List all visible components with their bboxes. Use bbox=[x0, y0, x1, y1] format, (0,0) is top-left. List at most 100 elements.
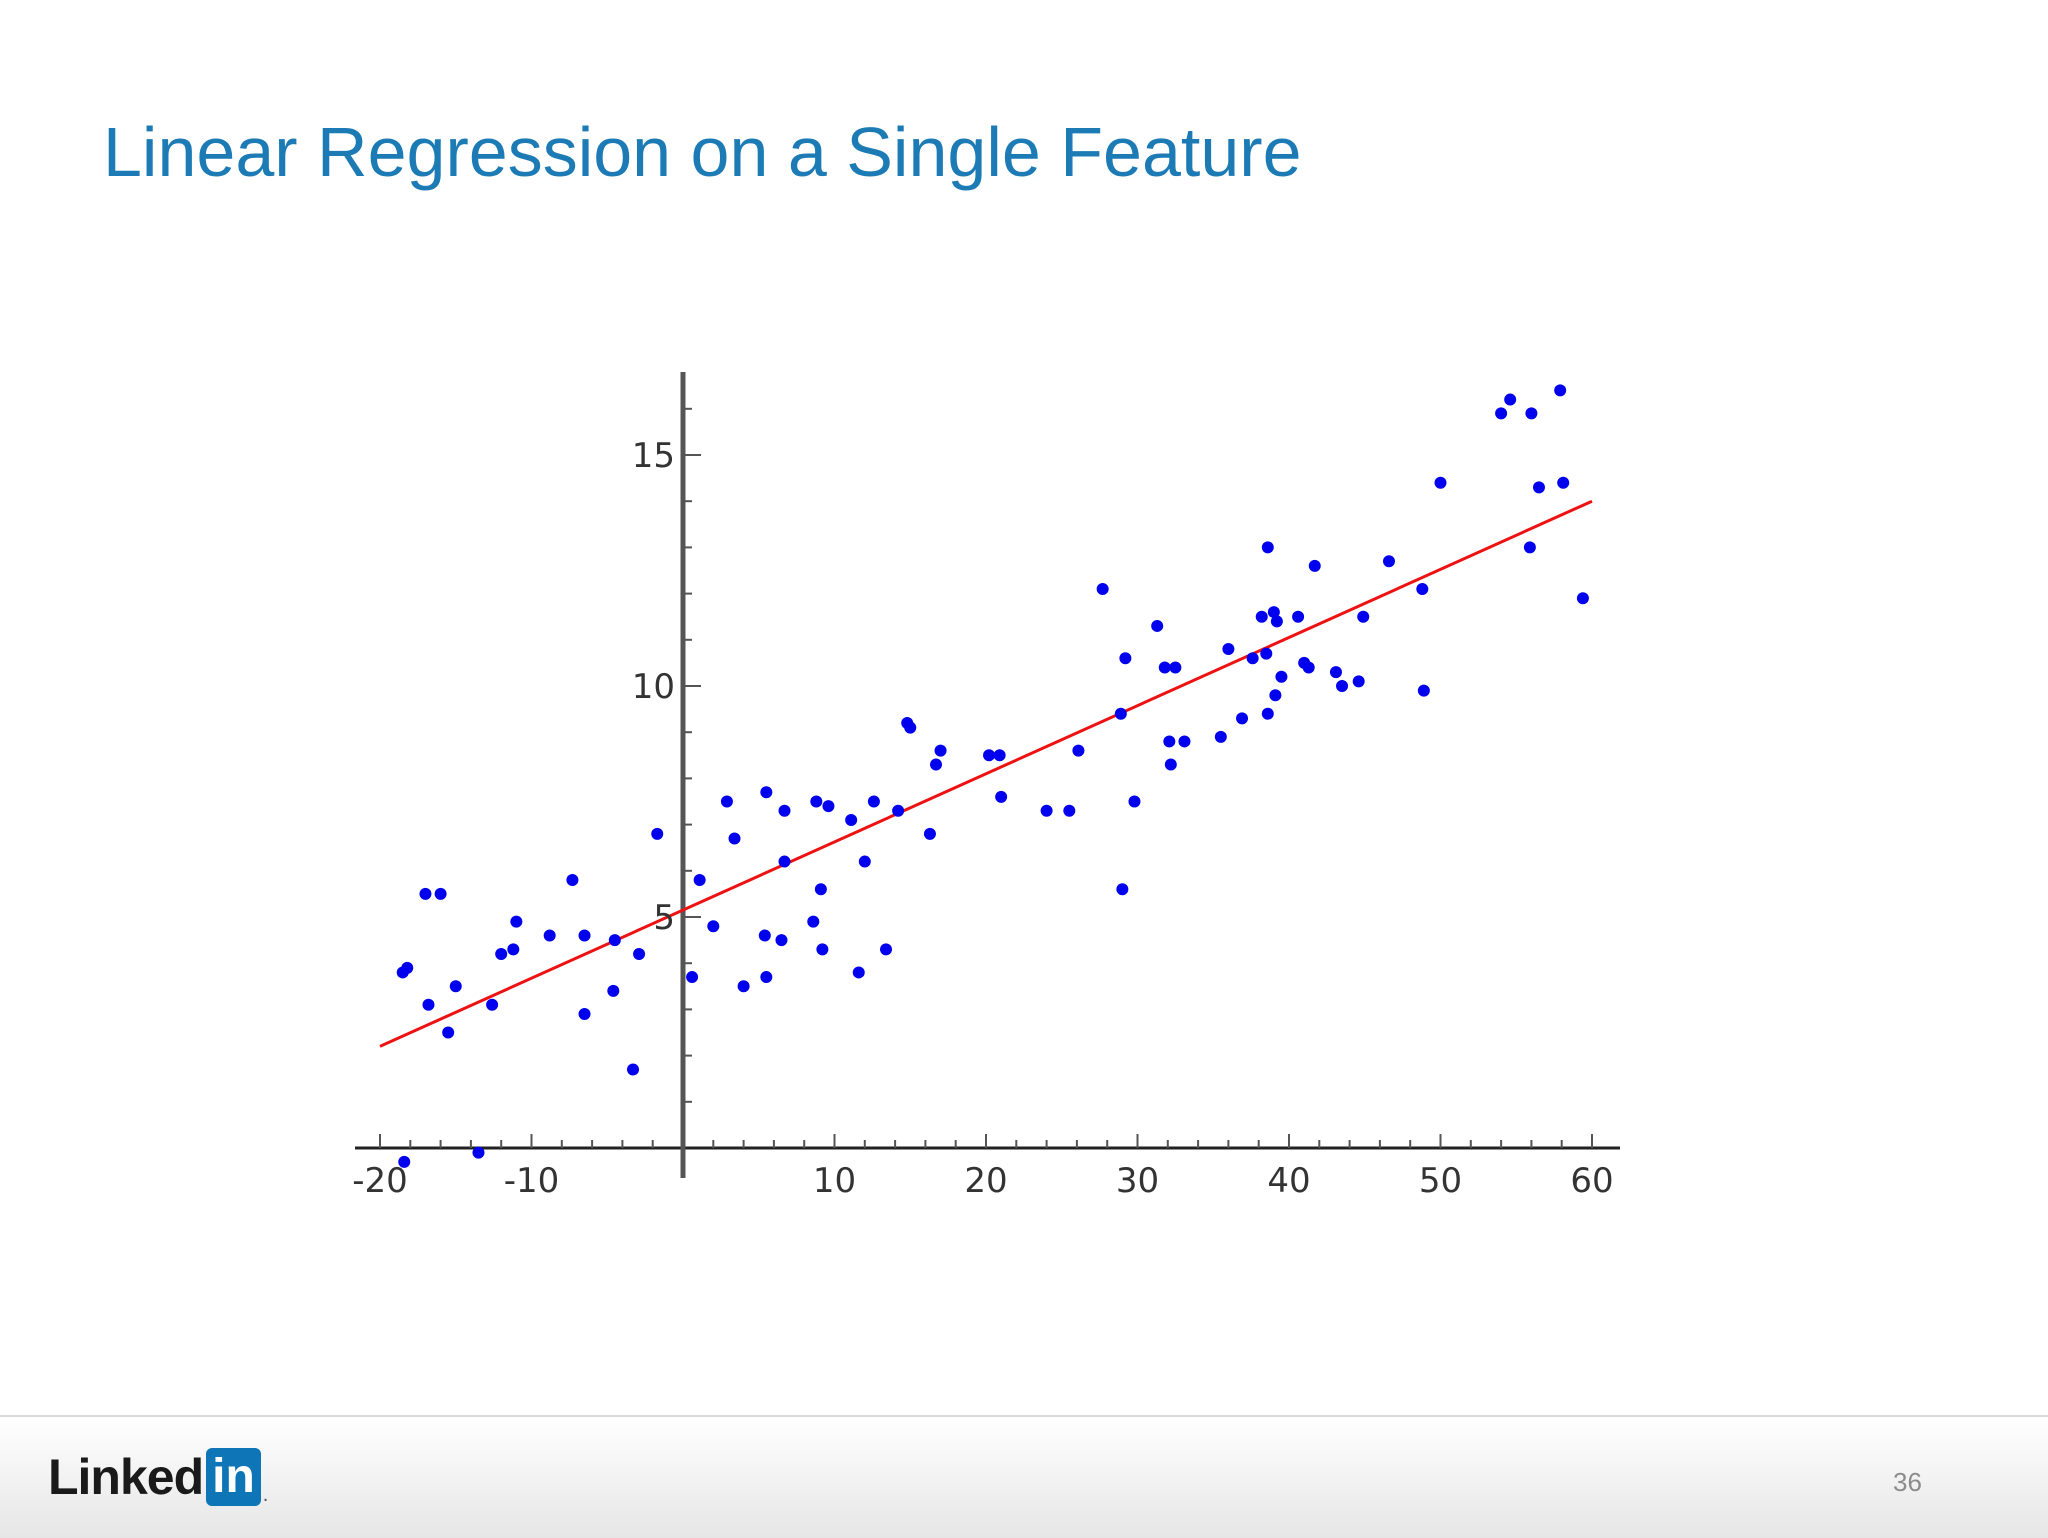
data-point bbox=[1151, 619, 1164, 632]
data-point bbox=[1260, 647, 1273, 660]
data-point bbox=[495, 947, 508, 960]
data-point bbox=[1128, 795, 1141, 808]
data-point bbox=[608, 934, 621, 947]
data-point bbox=[1214, 730, 1227, 743]
data-point bbox=[775, 934, 788, 947]
data-point bbox=[472, 1146, 485, 1159]
x-tick-label: 60 bbox=[1570, 1161, 1613, 1201]
slide-footer: Linked in . 36 bbox=[0, 1415, 2048, 1538]
data-point bbox=[1275, 670, 1288, 683]
data-point bbox=[1178, 735, 1191, 748]
data-point bbox=[1096, 582, 1109, 595]
data-point bbox=[1417, 684, 1430, 697]
data-point bbox=[1040, 804, 1053, 817]
data-point bbox=[578, 1008, 591, 1021]
data-point bbox=[810, 795, 823, 808]
data-point bbox=[442, 1026, 455, 1039]
data-point bbox=[1554, 384, 1567, 397]
data-point bbox=[760, 971, 773, 984]
data-point bbox=[904, 721, 917, 734]
logo-wordmark: Linked bbox=[48, 1449, 204, 1505]
data-point bbox=[510, 915, 523, 928]
data-point bbox=[651, 827, 664, 840]
data-point bbox=[845, 813, 858, 826]
regression-line-layer bbox=[379, 499, 1593, 1048]
data-point bbox=[758, 929, 771, 942]
data-point bbox=[852, 966, 865, 979]
data-point bbox=[867, 795, 880, 808]
data-point bbox=[1495, 407, 1508, 420]
data-point bbox=[422, 998, 435, 1011]
data-point bbox=[566, 874, 579, 887]
x-tick-label: -20 bbox=[352, 1161, 408, 1201]
data-point bbox=[1169, 661, 1182, 674]
data-point bbox=[1382, 555, 1395, 568]
data-point bbox=[1158, 661, 1171, 674]
data-point bbox=[633, 947, 646, 960]
data-point bbox=[1302, 661, 1315, 674]
data-point bbox=[1269, 689, 1282, 702]
data-point bbox=[720, 795, 733, 808]
data-point bbox=[1072, 744, 1085, 757]
data-point bbox=[1255, 610, 1268, 623]
data-point bbox=[1525, 407, 1538, 420]
data-point bbox=[1504, 393, 1517, 406]
data-point bbox=[1236, 712, 1249, 725]
data-point bbox=[707, 920, 720, 933]
data-point bbox=[822, 800, 835, 813]
data-point bbox=[1246, 652, 1259, 665]
data-point bbox=[1116, 883, 1129, 896]
data-point bbox=[858, 855, 871, 868]
data-points bbox=[396, 384, 1589, 1168]
data-point bbox=[434, 887, 447, 900]
data-point bbox=[1267, 606, 1280, 619]
data-point bbox=[983, 749, 996, 762]
regression-line bbox=[379, 499, 1593, 1048]
y-tick-label: 10 bbox=[632, 667, 675, 707]
page-number: 36 bbox=[1893, 1467, 1922, 1497]
data-point bbox=[1557, 476, 1570, 489]
data-point bbox=[449, 980, 462, 993]
data-point bbox=[693, 874, 706, 887]
data-point bbox=[1576, 592, 1589, 605]
slide-title: Linear Regression on a Single Feature bbox=[103, 113, 1302, 191]
data-point bbox=[401, 961, 414, 974]
data-point bbox=[1163, 735, 1176, 748]
data-point bbox=[778, 855, 791, 868]
data-point bbox=[1434, 476, 1447, 489]
x-tick-label: 40 bbox=[1267, 1161, 1310, 1201]
data-point bbox=[816, 943, 829, 956]
data-point bbox=[1329, 666, 1342, 679]
x-tick-label: 10 bbox=[813, 1161, 856, 1201]
data-point bbox=[807, 915, 820, 928]
data-point bbox=[1416, 582, 1429, 595]
data-point bbox=[737, 980, 750, 993]
data-point bbox=[995, 790, 1008, 803]
data-point bbox=[627, 1063, 640, 1076]
x-tick-label: -10 bbox=[504, 1161, 560, 1201]
data-point bbox=[607, 984, 620, 997]
scatter-chart: -20 -10 10 20 30 40 50 60 5 10 15 bbox=[352, 372, 1620, 1201]
data-point bbox=[686, 971, 699, 984]
data-point bbox=[892, 804, 905, 817]
data-point bbox=[728, 832, 741, 845]
data-point bbox=[1261, 707, 1274, 720]
data-point bbox=[1119, 652, 1132, 665]
data-point bbox=[1308, 559, 1321, 572]
logo-in-box: in bbox=[206, 1448, 261, 1506]
data-point bbox=[1357, 610, 1370, 623]
x-tick-label: 30 bbox=[1116, 1161, 1159, 1201]
data-point bbox=[814, 883, 827, 896]
data-point bbox=[993, 749, 1006, 762]
logo-dot: . bbox=[262, 1484, 269, 1506]
y-tick-label: 5 bbox=[653, 898, 675, 938]
data-point bbox=[419, 887, 432, 900]
scatter-plot-svg: -20 -10 10 20 30 40 50 60 5 10 15 bbox=[352, 372, 1620, 1201]
data-point bbox=[760, 786, 773, 799]
data-point bbox=[1532, 481, 1545, 494]
data-point bbox=[1261, 541, 1274, 554]
data-point bbox=[778, 804, 791, 817]
data-point bbox=[1222, 643, 1235, 656]
data-point bbox=[578, 929, 591, 942]
data-point bbox=[1352, 675, 1365, 688]
